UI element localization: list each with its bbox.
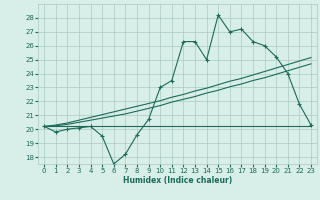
X-axis label: Humidex (Indice chaleur): Humidex (Indice chaleur) <box>123 176 232 185</box>
